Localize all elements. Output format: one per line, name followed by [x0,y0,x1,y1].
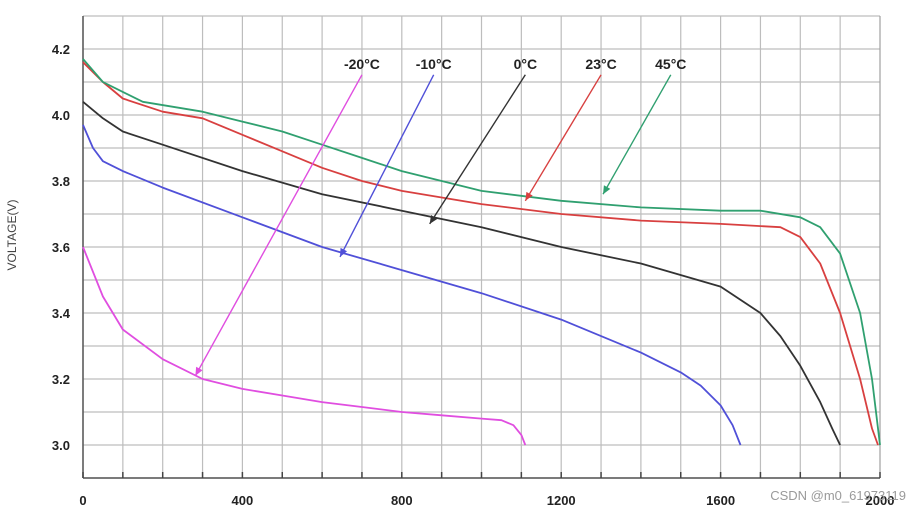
x-tick-label: 2000 [866,493,895,508]
y-tick-label: 3.0 [52,438,70,453]
x-tick-labels: 0 400 800 1200 1600 2000 [79,493,894,508]
series-line-2 [82,101,841,446]
grid [82,15,881,479]
annotation-arrow-line-3 [524,74,602,202]
annotation-arrowhead-1 [340,247,348,257]
y-tick-label: 4.0 [52,108,70,123]
annotation-arrowhead-0 [195,366,203,376]
x-tick-label: 0 [79,493,86,508]
y-tick-label: 3.6 [52,240,70,255]
x-tick-label: 400 [232,493,254,508]
y-tick-labels: 3.0 3.2 3.4 3.6 3.8 4.0 4.2 [52,42,71,453]
series-label-1: -10°C [416,56,452,72]
series-labels: -20°C -10°C 0°C 23°C 45°C [344,56,686,72]
x-tick-label: 1200 [547,493,576,508]
annotation-arrow-line-2 [429,74,526,225]
y-tick-label: 3.4 [52,306,71,321]
x-tick-label: 800 [391,493,413,508]
x-tick-label: 1600 [706,493,735,508]
annotation-arrow-line-0 [194,74,363,377]
annotation-arrowhead-2 [429,215,438,224]
series-label-4: 45°C [655,56,686,72]
series-group [82,58,881,446]
series-line-1 [82,124,742,446]
y-axis-label: VOLTAGE(V) [5,200,19,271]
series-label-0: -20°C [344,56,380,72]
annotation-arrow-line-1 [339,74,435,258]
annotation-arrow-line-4 [602,74,672,195]
y-tick-label: 3.2 [52,372,70,387]
series-line-4 [82,58,881,446]
y-tick-label: 4.2 [52,42,70,57]
y-tick-label: 3.8 [52,174,70,189]
watermark: CSDN @m0_61973119 [770,488,906,503]
annotation-arrowhead-4 [603,185,611,195]
series-line-0 [82,246,527,446]
series-line-3 [82,61,879,446]
series-label-2: 0°C [514,56,538,72]
annotation-arrows [194,74,672,377]
series-label-3: 23°C [585,56,616,72]
annotation-arrowhead-3 [525,191,533,201]
